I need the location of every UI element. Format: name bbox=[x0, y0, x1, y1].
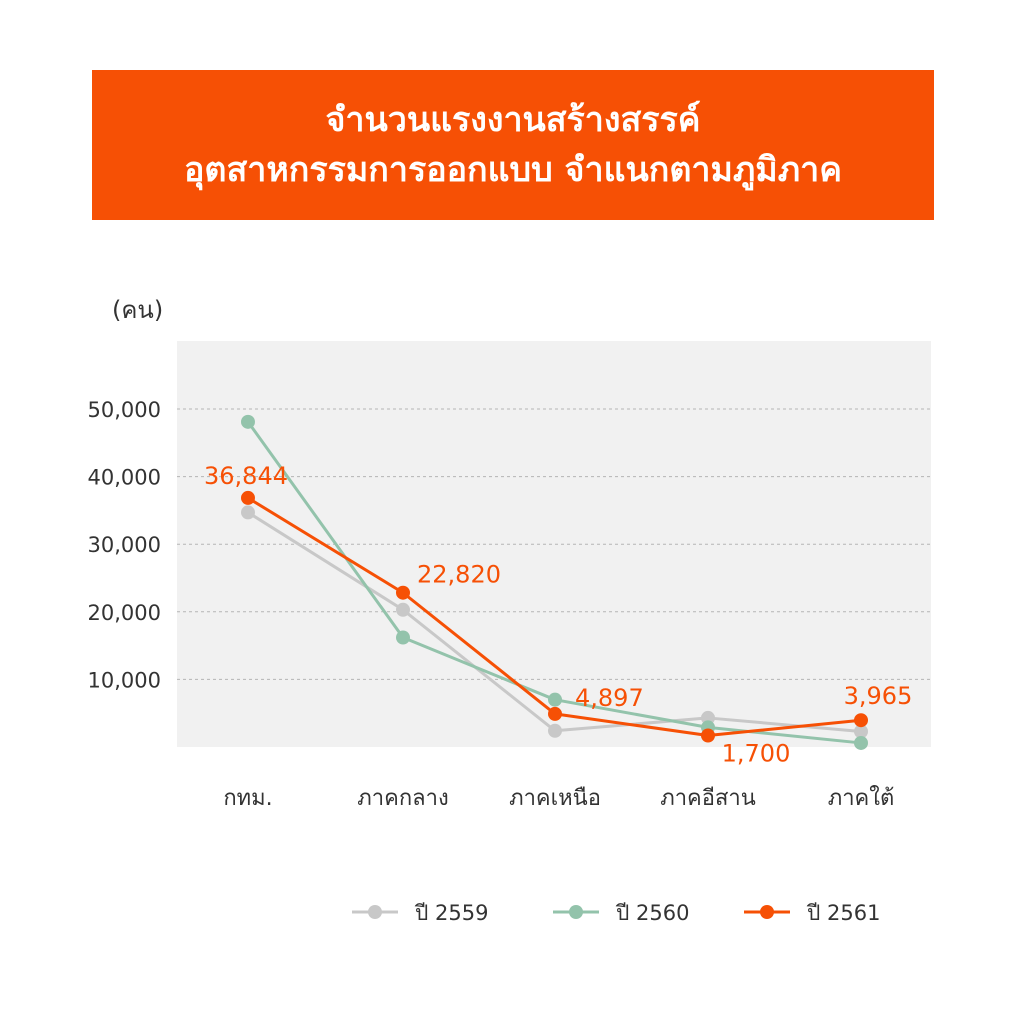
series-2 bbox=[241, 490, 868, 743]
chart-title-line2: อุตสาหกรรมการออกแบบ จำแนกตามภูมิภาค bbox=[184, 150, 842, 190]
legend-label: ปี 2560 bbox=[615, 901, 689, 925]
data-label: 36,844 bbox=[204, 462, 288, 490]
y-tick-label: 30,000 bbox=[88, 533, 161, 557]
plot-area bbox=[177, 341, 931, 747]
series-0 bbox=[241, 505, 868, 739]
data-point bbox=[548, 723, 562, 738]
legend-label: ปี 2561 bbox=[806, 901, 880, 925]
legend-marker bbox=[368, 905, 382, 919]
data-point bbox=[548, 706, 562, 721]
legend: ปี 2559 ปี 2560 ปี 2561 bbox=[352, 901, 880, 925]
legend-label: ปี 2559 bbox=[414, 901, 488, 925]
data-point bbox=[548, 692, 562, 707]
y-tick-label: 40,000 bbox=[88, 466, 161, 490]
title-banner: จำนวนแรงงานสร้างสรรค์ อุตสาหกรรมการออกแบ… bbox=[92, 70, 934, 220]
y-axis-label: (คน) bbox=[112, 296, 163, 324]
data-label: 4,897 bbox=[575, 684, 644, 712]
data-label: 22,820 bbox=[417, 561, 501, 589]
y-tick-label: 50,000 bbox=[88, 398, 161, 422]
data-point bbox=[701, 728, 715, 743]
data-point bbox=[396, 585, 410, 600]
x-tick-labels: กทม. ภาคกลาง ภาคเหนือ ภาคอีสาน ภาคใต้ bbox=[223, 785, 894, 811]
data-labels: 36,844 22,820 4,897 1,700 3,965 bbox=[204, 462, 912, 768]
y-tick-labels: 10,000 20,000 30,000 40,000 50,000 bbox=[88, 398, 161, 692]
series-1 bbox=[241, 414, 868, 750]
data-point bbox=[854, 713, 868, 728]
data-point bbox=[241, 490, 255, 505]
data-point bbox=[854, 735, 868, 750]
x-tick-label: ภาคกลาง bbox=[357, 786, 448, 811]
data-label: 1,700 bbox=[722, 740, 791, 768]
data-point bbox=[396, 630, 410, 645]
data-point bbox=[241, 505, 255, 520]
y-tick-label: 20,000 bbox=[88, 601, 161, 625]
legend-marker bbox=[760, 905, 774, 919]
data-point bbox=[241, 414, 255, 429]
data-label: 3,965 bbox=[844, 682, 913, 710]
y-tick-label: 10,000 bbox=[88, 668, 161, 692]
legend-marker bbox=[569, 905, 583, 919]
x-tick-label: ภาคเหนือ bbox=[509, 786, 601, 811]
x-tick-label: ภาคใต้ bbox=[828, 785, 895, 811]
x-tick-label: กทม. bbox=[223, 786, 272, 811]
data-point bbox=[396, 602, 410, 617]
x-tick-label: ภาคอีสาน bbox=[660, 786, 756, 811]
data-point bbox=[854, 724, 868, 739]
chart-title-line1: จำนวนแรงงานสร้างสรรค์ bbox=[325, 100, 701, 140]
series-lines bbox=[241, 414, 868, 750]
